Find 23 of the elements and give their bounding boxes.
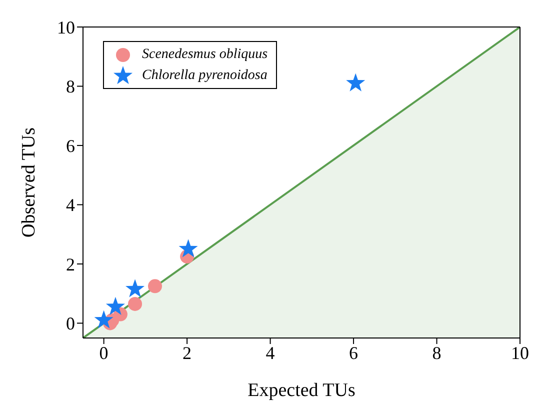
- x-tick-label: 0: [99, 342, 108, 363]
- legend-label: Chlorella pyrenoidosa: [142, 67, 268, 85]
- y-tick-label: 0: [66, 314, 75, 334]
- point: [106, 296, 125, 315]
- point: [94, 310, 114, 328]
- point: [128, 296, 142, 311]
- y-tick-label: 6: [66, 136, 75, 156]
- point: [148, 279, 162, 294]
- y-tick-label: 10: [57, 17, 75, 38]
- x-axis-title: Expected TUs: [248, 380, 356, 401]
- point: [178, 239, 198, 258]
- y-tick-label: 8: [66, 76, 75, 97]
- point: [126, 279, 145, 298]
- y-axis-title: Observed TUs: [18, 128, 40, 238]
- x-tick-label: 8: [432, 342, 442, 363]
- point: [346, 73, 366, 92]
- x-tick-label: 2: [182, 342, 192, 363]
- y-tick-label: 2: [66, 254, 75, 274]
- y-tick-label: 4: [66, 195, 75, 216]
- x-tick-label: 6: [349, 342, 358, 363]
- x-tick-label: 10: [511, 342, 529, 363]
- legend-label: Scenedesmus obliquus: [142, 46, 268, 64]
- x-tick-label: 4: [266, 342, 275, 363]
